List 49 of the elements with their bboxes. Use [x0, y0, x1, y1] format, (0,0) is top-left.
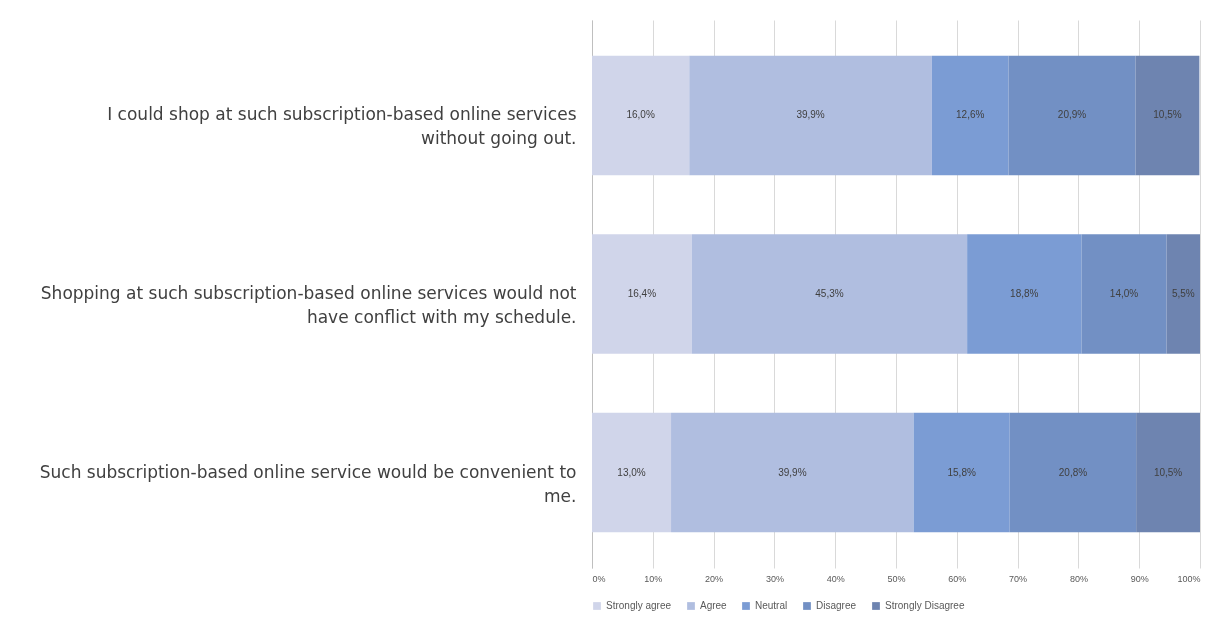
x-tick-label: 10% [644, 573, 663, 584]
data-label: 16,0% [626, 109, 655, 121]
y-tick-label: I could shop at such subscription-based online services without going out. [107, 104, 577, 149]
x-tick-label: 90% [1130, 573, 1149, 584]
bar [671, 412, 914, 533]
data-label: 18,8% [1010, 288, 1039, 299]
bar [689, 55, 932, 176]
data-label: 12,6% [956, 109, 985, 121]
data-label: 13,0% [617, 466, 646, 478]
data-label: 10,5% [1153, 466, 1183, 478]
data-label: 14,0% [1109, 288, 1139, 299]
legend-label: Strongly agree [606, 600, 672, 611]
x-tick-label: 100% [1177, 573, 1201, 584]
bar [592, 234, 692, 354]
data-label: 20,8% [1058, 466, 1088, 478]
bar [1135, 55, 1200, 176]
data-label: 16,4% [627, 288, 657, 299]
bar [592, 412, 672, 533]
data-label: 15,8% [947, 466, 976, 478]
bar [691, 234, 968, 354]
legend-label: Agree [700, 600, 728, 611]
x-tick-label: 80% [1069, 573, 1088, 584]
data-label: 39,9% [778, 466, 807, 478]
bar [1009, 412, 1137, 533]
bar [1166, 234, 1200, 354]
x-tick-label: 20% [705, 573, 724, 584]
x-tick-label: 40% [826, 573, 845, 584]
legend-label: Disagree [816, 600, 857, 611]
bar [1081, 234, 1167, 354]
bar [1136, 412, 1200, 533]
x-tick-label: 60% [948, 573, 967, 584]
data-label: 20,9% [1057, 109, 1087, 121]
x-tick-label: 50% [887, 573, 906, 584]
bar [967, 234, 1082, 354]
y-tick-label: Shopping at such subscription-based online services would not have conflict with my schedule. [40, 283, 577, 327]
x-tick-label: 30% [765, 573, 784, 584]
y-tick-label: Such subscription-based online service would be convenient to me. [39, 461, 577, 506]
bar [931, 55, 1009, 176]
legend-label: Strongly Disagree [885, 600, 965, 611]
data-label: 39,9% [796, 109, 825, 121]
data-label: 5,5% [1171, 288, 1195, 299]
bar [913, 412, 1010, 533]
bar [592, 55, 690, 176]
data-label: 10,5% [1153, 109, 1182, 121]
x-tick-label: 70% [1009, 573, 1028, 584]
data-label: 45,3% [815, 288, 844, 299]
legend-label: Neutral [755, 600, 788, 611]
bar [1008, 55, 1136, 176]
x-tick-label: 0% [592, 573, 606, 584]
